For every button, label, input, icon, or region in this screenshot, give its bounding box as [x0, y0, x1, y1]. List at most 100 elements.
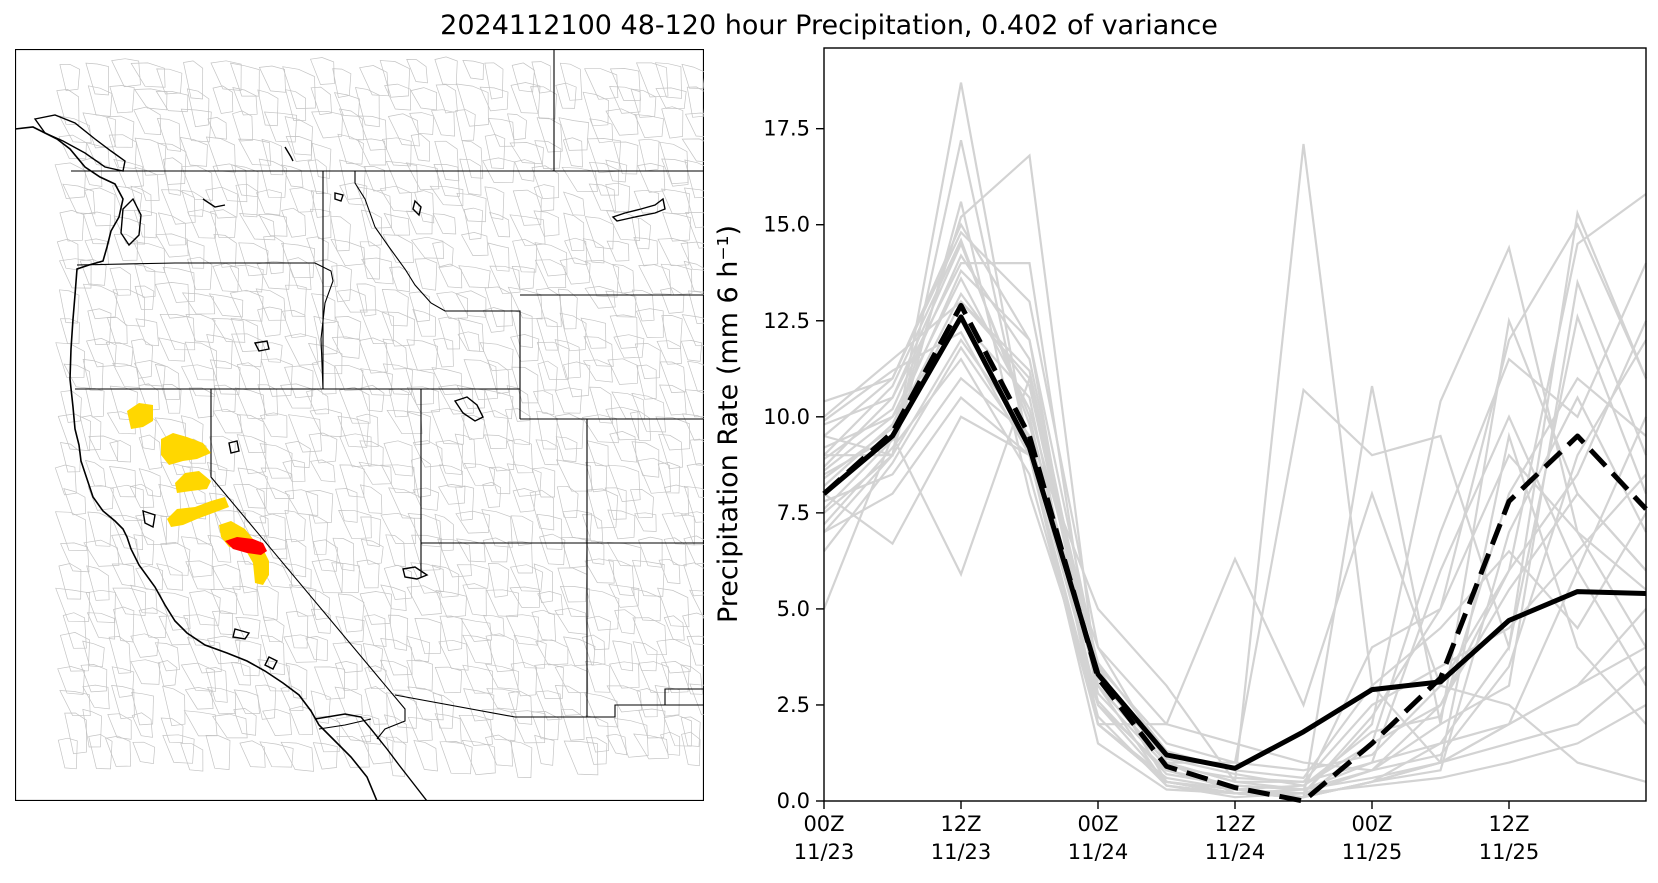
basin-outline [584, 692, 619, 728]
basin-outline [280, 562, 312, 589]
basin-outline [584, 68, 619, 100]
basin-outline [263, 536, 288, 560]
basin-outline [63, 363, 92, 389]
basin-outline [62, 612, 87, 649]
basin-outline [537, 591, 564, 616]
basin-outline [284, 365, 314, 399]
basin-outline [686, 463, 704, 498]
basin-outline [563, 636, 596, 666]
island [142, 509, 156, 529]
basin-outline [160, 189, 196, 225]
basin-outline [211, 564, 241, 590]
basin-outline [106, 317, 128, 345]
basin-outline [154, 282, 190, 319]
basin-outline [330, 238, 366, 267]
basin-outline [414, 190, 435, 224]
basin-outline [684, 187, 704, 229]
basin-outline [334, 686, 363, 717]
basin-outline [463, 207, 484, 240]
basin-outline [133, 209, 157, 239]
basin-outline [487, 359, 511, 395]
basin-outline [258, 213, 288, 237]
basin-outline [59, 690, 91, 717]
basin-outline [438, 316, 460, 350]
basin-outline [612, 263, 635, 294]
basin-outline [236, 362, 260, 390]
basin-outline [280, 685, 304, 711]
basin-outline [211, 610, 234, 636]
basin-outline [479, 86, 509, 112]
basin-outline [629, 411, 652, 442]
basin-outline [562, 510, 593, 540]
basin-outline [184, 687, 214, 710]
basin-outline [210, 589, 238, 615]
basin-outline [606, 210, 641, 241]
basin-outline [586, 488, 619, 529]
ensemble-member-line [823, 193, 1647, 791]
basin-outline [339, 464, 365, 498]
basin-outline [581, 514, 604, 543]
basin-outline [109, 267, 131, 296]
basin-outline [512, 189, 542, 226]
basin-outline [433, 164, 460, 197]
basin-outline [363, 166, 387, 192]
basin-outline [505, 614, 539, 646]
basin-outline [310, 459, 336, 483]
basin-outline [238, 213, 276, 241]
basin-outline [585, 540, 605, 565]
basin-outline [263, 111, 298, 143]
basin-outline [59, 318, 80, 344]
basin-outline [256, 189, 282, 216]
basin-outline [86, 338, 117, 368]
basin-outline [536, 117, 563, 153]
basin-outline [534, 259, 567, 288]
basin-outline [429, 185, 464, 206]
basin-outline [462, 664, 493, 694]
basin-outline [414, 258, 438, 291]
basin-outline [229, 264, 264, 293]
basin-outline [680, 241, 704, 271]
basin-outline [261, 138, 284, 176]
basin-outline [281, 310, 306, 339]
basin-outline [554, 387, 583, 414]
basin-outline [555, 459, 593, 492]
basin-outline [310, 608, 332, 634]
basin-outline [509, 564, 544, 592]
basin-outline [554, 685, 582, 716]
basin-outline [60, 542, 90, 573]
x-tick-hour: 12Z [1488, 812, 1529, 836]
basin-outline [535, 639, 569, 666]
basin-outline [132, 741, 156, 765]
ensemble-member-line [823, 222, 1647, 799]
island [120, 197, 142, 247]
basin-outline [536, 410, 558, 450]
basin-outline [383, 440, 413, 477]
basin-outline [231, 333, 263, 368]
basin-outline [655, 62, 682, 99]
basin-outline [105, 735, 132, 767]
basin-outline [284, 489, 319, 516]
basin-outline [607, 509, 636, 540]
y-tick-label: 10.0 [763, 405, 810, 429]
basin-outline [633, 733, 669, 760]
basin-outline [536, 317, 559, 351]
basin-outline [281, 207, 306, 238]
basin-outline [358, 461, 392, 485]
basin-outline [381, 137, 412, 167]
basin-outline [634, 512, 657, 532]
ensemble-member-line [823, 82, 1647, 799]
ensemble-member-line [823, 300, 1648, 772]
basin-outline [308, 514, 328, 555]
basin-outline [463, 463, 496, 486]
basin-red [225, 537, 267, 555]
basin-outline [663, 537, 687, 567]
basin-outline [289, 187, 314, 213]
basin-outline [686, 635, 704, 666]
basin-outline [232, 87, 258, 116]
lake [202, 198, 226, 208]
basin-outline [681, 314, 704, 347]
basin-outline [80, 157, 103, 187]
basin-outline [138, 468, 161, 498]
basin-outline [133, 106, 162, 135]
basin-outline [432, 241, 454, 268]
